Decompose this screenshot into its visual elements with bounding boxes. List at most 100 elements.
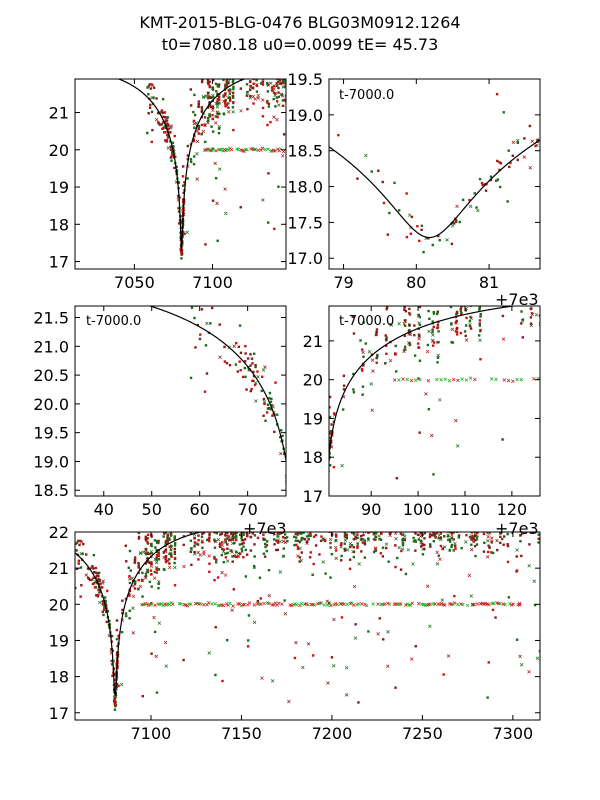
data-point — [260, 49, 262, 51]
data-point — [226, 527, 228, 529]
data-point-cross — [276, 64, 279, 67]
data-point — [133, 587, 137, 590]
data-point — [282, 81, 285, 85]
data-point — [316, 509, 318, 511]
data-point — [283, 75, 285, 77]
data-point — [423, 547, 426, 551]
data-point — [255, 57, 257, 59]
data-point — [193, 126, 196, 129]
data-point — [245, 532, 249, 535]
data-point — [197, 539, 200, 542]
data-point — [472, 529, 474, 531]
data-point — [128, 581, 132, 585]
data-point — [295, 515, 297, 517]
data-point — [244, 575, 248, 578]
data-point-cross — [291, 603, 296, 607]
data-point-cross — [256, 96, 260, 100]
data-point — [540, 283, 542, 285]
data-point — [229, 538, 232, 542]
data-point-cross — [131, 606, 135, 610]
data-point — [194, 526, 196, 528]
data-point — [165, 138, 169, 142]
data-point — [417, 538, 420, 541]
data-point — [413, 525, 415, 527]
data-point-cross — [275, 83, 279, 88]
data-point-cross — [357, 562, 361, 566]
data-point — [394, 520, 396, 522]
data-point — [362, 488, 364, 490]
data-point — [240, 550, 244, 553]
data-point — [263, 538, 267, 541]
data-point-cross — [231, 521, 234, 524]
data-point — [449, 525, 451, 527]
data-point — [252, 82, 255, 85]
data-point — [509, 161, 512, 165]
data-point — [84, 553, 88, 556]
data-point — [285, 51, 287, 53]
data-point — [87, 577, 91, 580]
data-point — [260, 389, 264, 393]
data-point — [128, 575, 131, 578]
data-point — [329, 464, 332, 467]
data-point — [75, 542, 77, 546]
y-tick-label: 18.5 — [287, 142, 323, 161]
data-point — [464, 295, 466, 297]
data-point — [432, 312, 436, 315]
data-point-cross — [388, 525, 391, 528]
data-point-cross — [323, 537, 327, 542]
data-point — [409, 232, 413, 235]
data-point — [472, 537, 475, 540]
data-point — [451, 529, 453, 531]
data-point-cross — [488, 526, 491, 529]
data-point — [224, 99, 227, 103]
data-point — [226, 547, 229, 550]
data-point-cross — [307, 516, 310, 519]
data-point — [327, 601, 331, 605]
data-point — [103, 596, 107, 599]
y-tick-label: 18.5 — [33, 481, 69, 500]
data-point — [213, 526, 215, 528]
data-point — [342, 526, 344, 528]
data-point — [224, 84, 227, 87]
data-point — [208, 80, 211, 84]
data-point — [268, 42, 270, 44]
data-point — [201, 79, 204, 82]
x-tick-label: 7200 — [312, 724, 353, 743]
data-point — [450, 543, 454, 547]
data-point — [317, 520, 319, 522]
data-point-cross — [101, 579, 105, 583]
data-point-cross — [189, 602, 193, 607]
data-point — [231, 527, 233, 529]
data-point — [487, 512, 489, 514]
data-point — [157, 568, 161, 571]
y-tick-label: 18.0 — [287, 178, 323, 197]
data-point — [346, 529, 348, 531]
data-point — [501, 314, 505, 318]
data-point — [389, 505, 391, 507]
data-point — [279, 56, 281, 58]
data-point — [503, 535, 506, 538]
data-point — [402, 529, 404, 531]
data-point — [432, 325, 435, 329]
data-point-cross — [483, 516, 486, 519]
data-point — [252, 71, 254, 73]
data-point — [447, 502, 449, 504]
data-point — [506, 543, 509, 546]
data-point — [450, 545, 453, 549]
data-point — [267, 102, 271, 106]
data-point — [189, 88, 192, 91]
data-point-cross — [364, 603, 369, 608]
data-point — [249, 535, 253, 539]
data-point-cross — [260, 676, 264, 680]
data-point — [499, 532, 502, 534]
data-point — [213, 538, 216, 541]
data-point — [367, 630, 370, 633]
data-point — [447, 527, 449, 529]
data-point — [158, 123, 162, 126]
data-point — [168, 552, 171, 556]
data-point-cross — [469, 594, 473, 598]
data-point — [330, 656, 334, 659]
data-point — [283, 59, 285, 61]
y-tick-label: 20.5 — [33, 366, 69, 385]
